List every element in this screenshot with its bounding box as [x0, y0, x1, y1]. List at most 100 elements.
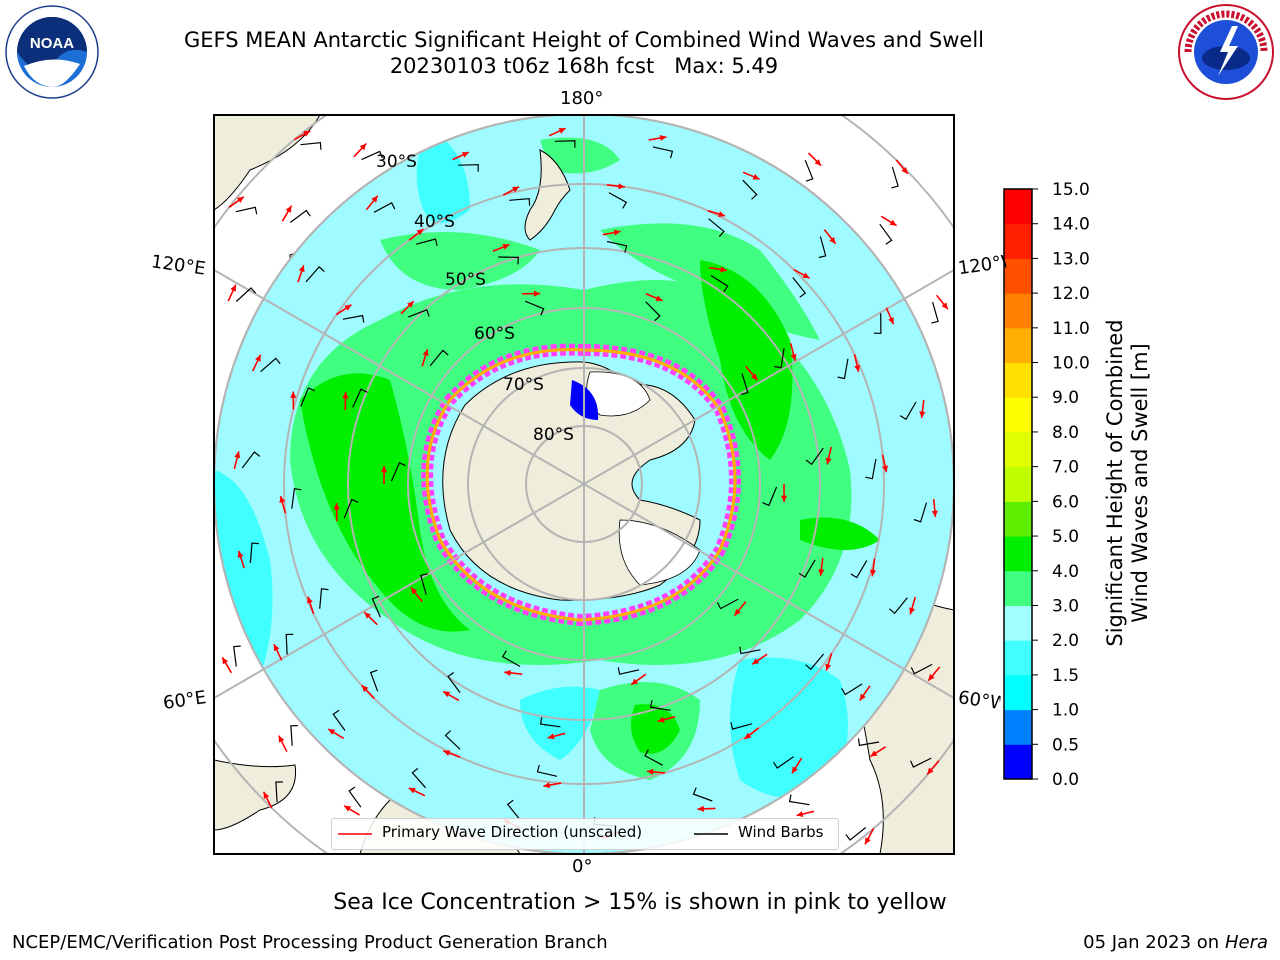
wave-arrow-head	[790, 353, 797, 361]
wave-arrow-head	[888, 317, 894, 325]
colorbar-tick-label: 15.0	[1052, 180, 1090, 200]
wave-arrow-head	[502, 244, 510, 250]
wave-arrow-head	[751, 373, 758, 381]
colorbar-tick-label: 7.0	[1052, 458, 1079, 478]
wave-area-green	[380, 232, 540, 290]
wind-barb	[805, 653, 825, 671]
wave-arrow-head	[416, 229, 424, 236]
lat-label-80s: 80°S	[533, 425, 574, 445]
wave-arrow-head	[734, 608, 741, 616]
wave-area-4-5m	[300, 373, 470, 632]
wind-barb	[772, 756, 795, 769]
colorbar-tick-label: 1.0	[1052, 701, 1079, 721]
wind-barb	[260, 357, 281, 373]
wave-arrow-head	[234, 451, 241, 459]
colorbar-swatch	[1004, 466, 1032, 502]
colorbar-swatch	[1004, 397, 1032, 433]
wind-barb	[319, 588, 329, 609]
chart-title: GEFS MEAN Antarctic Significant Height o…	[183, 28, 985, 52]
colorbar-tick-label: 2.0	[1052, 631, 1079, 651]
legend-item-wind-barbs: Wind Barbs	[738, 823, 824, 841]
colorbar-label-line2: Wind Waves and Swell [m]	[1128, 343, 1152, 623]
wind-barb	[804, 159, 814, 182]
colorbar-swatch	[1004, 536, 1032, 572]
colorbar-swatch	[1004, 431, 1032, 468]
wind-barb	[416, 238, 438, 246]
wind-barb	[716, 598, 739, 610]
colorbar-tick-label: 13.0	[1052, 249, 1090, 269]
wind-barb	[913, 502, 928, 523]
wave-arrow-head	[791, 766, 798, 774]
wave-arrow-head	[279, 496, 286, 503]
sea-ice-caption: Sea Ice Concentration > 15% is shown in …	[333, 890, 947, 915]
wind-barb	[606, 240, 628, 253]
wave-area-green	[540, 137, 620, 174]
wind-barb	[343, 498, 359, 519]
wind-barb	[407, 309, 430, 318]
footer-date-text: 05 Jan 2023 on	[1083, 932, 1225, 953]
wave-arrow-head	[659, 135, 667, 141]
wind-barb	[352, 388, 368, 408]
sea-ice-rim-yellow	[425, 348, 737, 622]
wind-barb	[290, 725, 298, 746]
svg-text:NOAA: NOAA	[30, 35, 74, 52]
wind-barb	[411, 767, 427, 789]
wind-barb	[845, 827, 867, 841]
wave-arrow-head	[796, 811, 804, 817]
wind-barb	[289, 209, 311, 223]
wind-barb	[710, 274, 729, 293]
wave-arrow-head	[941, 302, 948, 310]
colorbar-swatch	[1004, 223, 1032, 259]
wave-arrow-head	[408, 788, 416, 794]
wind-barb	[429, 349, 449, 367]
wind-barb	[300, 142, 322, 150]
wave-arrow-head	[461, 152, 469, 158]
colorbar-tick-label: 1.5	[1052, 666, 1079, 686]
wave-arrow-head	[512, 186, 520, 193]
wind-barb	[509, 197, 531, 206]
wind-barb	[740, 373, 749, 395]
wind-barb	[348, 786, 362, 808]
wave-arrow-head	[752, 658, 760, 665]
wind-barb	[774, 347, 785, 369]
map-legend: Primary Wave Direction (unscaled) Wind B…	[331, 818, 839, 850]
wind-barb	[539, 717, 561, 728]
nws-logo	[1178, 4, 1274, 100]
colorbar-tick-label: 12.0	[1052, 284, 1090, 304]
wave-arrow-head	[646, 768, 654, 775]
wind-barb	[361, 150, 383, 161]
wind-barb	[291, 488, 302, 509]
wave-arrow-head	[814, 159, 822, 166]
colorbar-swatch	[1004, 709, 1032, 745]
wave-arrow-head	[407, 301, 414, 308]
noaa-logo: NOAA	[5, 5, 99, 99]
wave-arrow-head	[307, 596, 313, 604]
land-madagascar	[214, 759, 297, 831]
wind-barb	[652, 146, 674, 159]
wave-arrow-head	[657, 716, 665, 723]
wave-arrow-head	[290, 391, 297, 398]
wave-arrow-head	[547, 733, 555, 740]
colorbar-swatch	[1004, 293, 1032, 329]
lat-label-50s: 50°S	[445, 270, 486, 290]
wind-barb	[235, 206, 258, 215]
wind-barb	[285, 633, 294, 655]
colorbar: 0.0 0.5 1.0 1.5 2.0 3.0 4.0 5.0 6.0 7.0 8.0 9.0 10.0…	[1003, 180, 1090, 790]
wave-arrow-head	[344, 304, 352, 311]
wind-barb	[857, 738, 880, 747]
wind-barb	[692, 787, 713, 802]
wind-barb	[788, 794, 810, 806]
wind-barb	[649, 700, 671, 711]
footer-credit: NCEP/EMC/Verification Post Processing Pr…	[12, 932, 608, 953]
wave-arrow-head	[825, 457, 832, 465]
wind-barb	[792, 277, 807, 298]
land-australia-upper	[214, 115, 321, 211]
wind-barb	[889, 597, 908, 615]
lat-label-60s: 60°S	[474, 324, 515, 344]
wind-barb	[644, 749, 663, 766]
wave-area-cyan	[730, 657, 848, 798]
wind-barb	[805, 447, 824, 466]
wave-arrow-head	[342, 392, 349, 399]
wave-arrow-head	[697, 805, 704, 812]
wind-barb	[235, 287, 257, 302]
